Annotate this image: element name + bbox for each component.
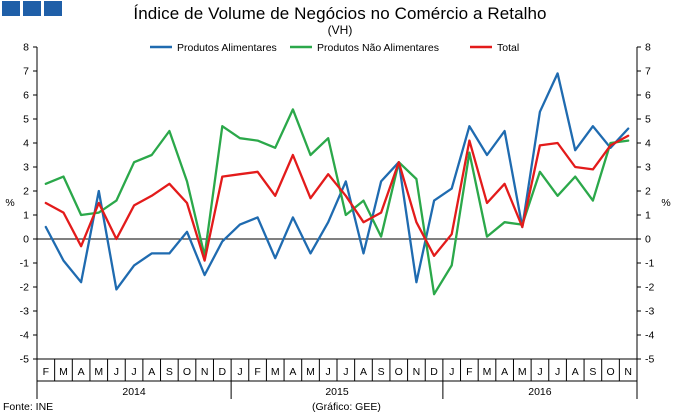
logo-block: [2, 1, 20, 16]
y-tick-label-right: -3: [645, 306, 654, 318]
x-tick-label: J: [537, 366, 542, 378]
legend-label-0: Produtos Alimentares: [177, 42, 277, 54]
ine-logo: [2, 1, 62, 16]
y-tick-label-left: 3: [23, 162, 29, 174]
x-tick-label: A: [289, 366, 296, 378]
y-tick-label-right: 6: [645, 90, 651, 102]
y-tick-label-right: -2: [645, 282, 654, 294]
y-tick-label-left: 2: [23, 186, 29, 198]
series-line-0: [44, 72, 630, 291]
x-tick-label: D: [218, 366, 226, 378]
y-tick-label-left: 8: [23, 42, 29, 54]
x-tick-label: M: [306, 366, 315, 378]
series-line-1: [44, 108, 630, 296]
logo-block: [44, 1, 62, 16]
x-tick-label: F: [254, 366, 260, 378]
x-tick-label: M: [483, 366, 492, 378]
y-tick-label-left: -3: [20, 306, 29, 318]
y-tick-label-left: 0: [23, 234, 29, 246]
y-tick-label-right: 8: [645, 42, 651, 54]
x-tick-label: O: [395, 366, 403, 378]
y-tick-label-left: 4: [23, 138, 29, 150]
x-tick-label: J: [326, 366, 331, 378]
x-tick-label: J: [237, 366, 242, 378]
legend-label-1: Produtos Não Alimentares: [317, 42, 439, 54]
y-tick-label-left: 5: [23, 114, 29, 126]
x-tick-label: M: [271, 366, 280, 378]
x-tick-label: J: [555, 366, 560, 378]
legend-label-2: Total: [497, 42, 519, 54]
y-tick-label-right: 7: [645, 66, 651, 78]
x-tick-label: S: [166, 366, 173, 378]
y-tick-label-left: -1: [20, 258, 29, 270]
x-tick-label: S: [378, 366, 385, 378]
x-tick-label: D: [430, 366, 438, 378]
chart-title: Índice de Volume de Negócios no Comércio…: [133, 4, 547, 23]
chart-subtitle: (VH): [327, 23, 353, 37]
x-tick-label: F: [43, 366, 49, 378]
x-tick-label: N: [624, 366, 632, 378]
x-tick-label: M: [518, 366, 527, 378]
footer-source: Fonte: INE: [3, 401, 54, 413]
y-tick-label-right: -1: [645, 258, 654, 270]
x-tick-label: M: [94, 366, 103, 378]
x-tick-label: J: [343, 366, 348, 378]
x-tick-label: O: [606, 366, 614, 378]
year-label: 2016: [528, 386, 552, 398]
y-tick-label-left: -2: [20, 282, 29, 294]
x-tick-label: M: [59, 366, 68, 378]
y-tick-label-right: 5: [645, 114, 651, 126]
year-label: 2014: [122, 386, 146, 398]
x-tick-label: A: [360, 366, 367, 378]
y-tick-label-right: -5: [645, 354, 654, 366]
series-line-2: [44, 134, 630, 262]
footer-credit: (Gráfico: GEE): [312, 401, 381, 413]
x-tick-label: A: [572, 366, 579, 378]
y-tick-label-left: -4: [20, 330, 29, 342]
y-axis-label-left: %: [5, 197, 14, 209]
y-tick-label-right: 1: [645, 210, 651, 222]
y-tick-label-left: 7: [23, 66, 29, 78]
logo-block: [23, 1, 41, 16]
y-tick-label-right: 0: [645, 234, 651, 246]
y-axis-label-right: %: [661, 197, 670, 209]
x-tick-label: S: [589, 366, 596, 378]
x-tick-label: F: [466, 366, 472, 378]
x-tick-label: J: [131, 366, 136, 378]
y-tick-label-right: -4: [645, 330, 654, 342]
x-tick-label: J: [114, 366, 119, 378]
year-label: 2015: [325, 386, 349, 398]
x-tick-label: O: [183, 366, 191, 378]
x-tick-label: A: [501, 366, 508, 378]
y-tick-label-right: 3: [645, 162, 651, 174]
y-tick-label-left: 6: [23, 90, 29, 102]
x-tick-label: A: [148, 366, 155, 378]
y-tick-label-left: 1: [23, 210, 29, 222]
x-tick-label: A: [78, 366, 85, 378]
y-tick-label-left: -5: [20, 354, 29, 366]
y-tick-label-right: 2: [645, 186, 651, 198]
x-tick-label: J: [449, 366, 454, 378]
y-tick-label-right: 4: [645, 138, 651, 150]
x-tick-label: N: [413, 366, 421, 378]
x-tick-label: N: [201, 366, 209, 378]
